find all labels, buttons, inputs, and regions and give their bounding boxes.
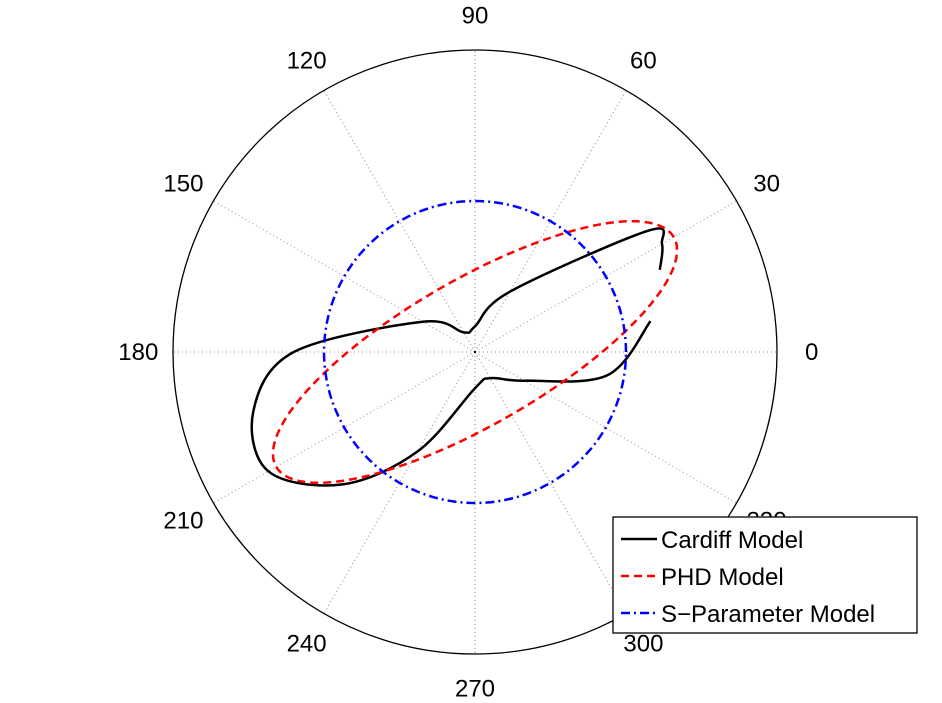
angle-label-90: 90 (462, 2, 489, 29)
angle-label-30: 30 (753, 171, 780, 198)
legend: Cardiff Model PHD Model S−Parameter Model (612, 516, 918, 634)
polar-center-dot (473, 350, 477, 354)
angle-label-150: 150 (163, 171, 203, 198)
angle-label-60: 60 (630, 47, 657, 74)
angle-label-300: 300 (623, 631, 663, 658)
angle-label-210: 210 (163, 507, 203, 534)
angle-label-0: 0 (805, 339, 818, 366)
legend-box (612, 516, 918, 634)
polar-outer-circle (172, 49, 778, 655)
angle-label-240: 240 (287, 631, 327, 658)
angle-label-120: 120 (287, 47, 327, 74)
spoke-150 (213, 200, 476, 353)
legend-label-1: PHD Model (661, 564, 784, 591)
series-line-phd-model (271, 219, 679, 485)
legend-label-2: S−Parameter Model (661, 601, 875, 628)
polar-grid (172, 49, 778, 655)
legend-label-0: Cardiff Model (661, 527, 803, 554)
angle-label-180: 180 (118, 339, 158, 366)
series-line-s-parameter-model (322, 199, 628, 505)
angle-label-270: 270 (455, 676, 495, 703)
series-layer (250, 199, 679, 505)
series-line-cardiff-model (250, 227, 666, 487)
angle-labels: 0306090120150180210240270300330 (118, 2, 818, 702)
